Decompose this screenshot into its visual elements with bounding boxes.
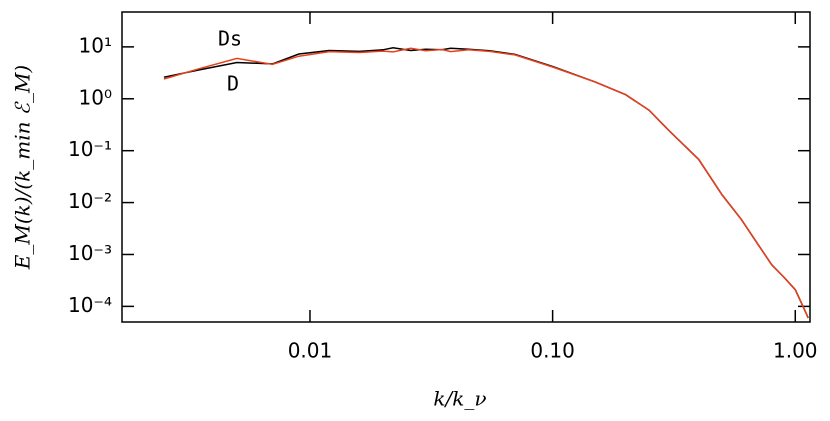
y-tick-label: 10⁻³ xyxy=(68,241,112,265)
y-tick-label: 10¹ xyxy=(79,33,112,57)
x-tick-label: 0.10 xyxy=(530,339,575,363)
series-line xyxy=(163,47,809,319)
y-tick-label: 10⁻¹ xyxy=(68,137,112,161)
legend-label: Ds xyxy=(218,27,242,51)
y-axis-label: E_M(k)/(k_min ℰ_M) xyxy=(11,65,35,270)
y-tick-label: 10⁰ xyxy=(79,85,112,109)
series-line xyxy=(163,47,809,319)
plot-frame xyxy=(121,11,811,323)
x-tick-label: 0.01 xyxy=(288,339,333,363)
y-tick-label: 10⁻⁴ xyxy=(68,293,112,317)
x-axis-label: k/k_ν xyxy=(433,387,486,411)
x-tick-label: 1.00 xyxy=(773,339,818,363)
legend-label: D xyxy=(227,72,239,96)
y-tick-label: 10⁻² xyxy=(68,189,112,213)
